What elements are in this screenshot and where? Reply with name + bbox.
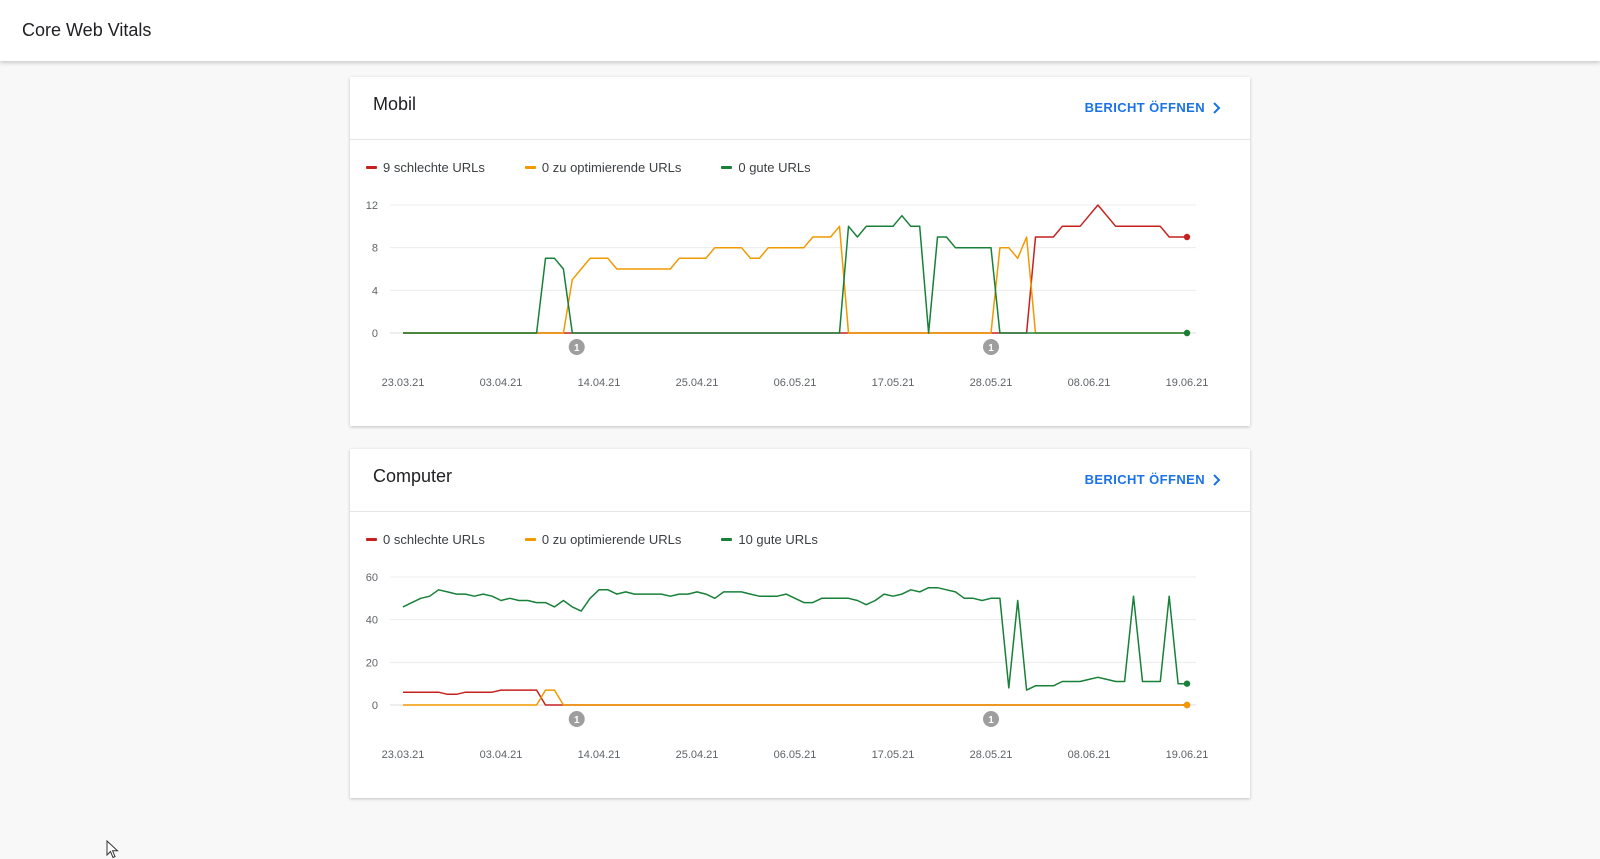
legend-improve[interactable]: 0 zu optimierende URLs <box>524 532 682 547</box>
x-tick-label: 03.04.21 <box>480 377 523 389</box>
computer-card-header: Computer BERICHT ÖFFNEN <box>350 449 1250 512</box>
annotation-label: 1 <box>988 715 994 726</box>
legend-poor-label: 9 schlechte URLs <box>383 160 485 175</box>
series-end-point-2 <box>1183 680 1191 687</box>
annotation-label: 1 <box>988 343 994 354</box>
x-tick-label: 19.06.21 <box>1166 377 1209 389</box>
mobile-chart-legend: 9 schlechte URLs 0 zu optimierende URLs … <box>366 160 851 175</box>
x-tick-label: 14.04.21 <box>578 377 621 389</box>
legend-good-swatch <box>721 166 733 169</box>
x-tick-label: 28.05.21 <box>970 377 1013 389</box>
legend-improve-label: 0 zu optimierende URLs <box>541 160 682 175</box>
legend-good[interactable]: 10 gute URLs <box>721 532 818 547</box>
mobile-card-header: Mobil BERICHT ÖFFNEN <box>350 77 1250 140</box>
series-line-0 <box>403 204 1187 334</box>
x-tick-label: 23.03.21 <box>382 377 425 389</box>
legend-good-label: 10 gute URLs <box>738 532 818 547</box>
mobile-open-report-link[interactable]: BERICHT ÖFFNEN <box>1085 100 1223 115</box>
chevron-right-icon <box>1213 101 1221 114</box>
computer-card: Computer BERICHT ÖFFNEN 0 schlechte URLs… <box>350 449 1250 798</box>
computer-open-report-label: BERICHT ÖFFNEN <box>1084 472 1205 487</box>
x-tick-label: 28.05.21 <box>970 749 1013 761</box>
annotation-label: 1 <box>574 715 580 726</box>
annotation-circle <box>568 711 585 727</box>
x-tick-label: 17.05.21 <box>872 377 915 389</box>
y-tick-label: 4 <box>372 285 378 297</box>
mobile-card: Mobil BERICHT ÖFFNEN 9 schlechte URLs 0 … <box>350 77 1250 426</box>
legend-poor[interactable]: 0 schlechte URLs <box>366 532 485 547</box>
x-tick-label: 23.03.21 <box>382 749 425 761</box>
x-tick-label: 03.04.21 <box>480 749 523 761</box>
series-end-point-1 <box>1183 701 1191 709</box>
computer-chart-legend: 0 schlechte URLs 0 zu optimierende URLs … <box>366 532 858 547</box>
y-tick-label: 12 <box>366 200 378 212</box>
y-tick-label: 0 <box>372 700 378 712</box>
annotation-circle <box>983 711 999 727</box>
series-line-2 <box>402 586 1187 691</box>
series-end-point-2 <box>1183 329 1191 337</box>
legend-good-label: 0 gute URLs <box>738 160 811 175</box>
app-title: Core Web Vitals <box>22 20 152 40</box>
legend-improve-label: 0 zu optimierende URLs <box>541 532 682 547</box>
series-line-2 <box>403 214 1187 334</box>
series-end-point-0 <box>1183 233 1191 241</box>
x-tick-label: 14.04.21 <box>578 749 621 761</box>
y-tick-label: 60 <box>366 572 378 584</box>
mobile-card-title: Mobil <box>373 94 417 114</box>
annotation-circle <box>983 339 999 355</box>
y-tick-label: 0 <box>372 328 378 340</box>
app-header: Core Web Vitals <box>0 0 1600 61</box>
legend-poor-swatch <box>366 538 377 541</box>
x-tick-label: 19.06.21 <box>1166 749 1209 761</box>
annotation-marker: 1 <box>568 711 585 727</box>
legend-improve-swatch <box>524 166 536 169</box>
y-tick-label: 8 <box>372 243 378 255</box>
computer-card-title: Computer <box>373 466 453 486</box>
annotation-marker: 1 <box>983 711 999 727</box>
x-tick-label: 17.05.21 <box>872 749 915 761</box>
y-tick-label: 20 <box>366 657 378 669</box>
series-line-1 <box>403 689 1187 706</box>
annotation-marker: 1 <box>983 339 999 355</box>
legend-improve-swatch <box>524 538 536 541</box>
x-tick-label: 08.06.21 <box>1068 377 1111 389</box>
x-tick-label: 25.04.21 <box>676 377 719 389</box>
x-tick-label: 08.06.21 <box>1068 749 1111 761</box>
legend-poor[interactable]: 9 schlechte URLs <box>366 160 485 175</box>
legend-good[interactable]: 0 gute URLs <box>721 160 811 175</box>
computer-line-chart: 0 20 40 60 23.03.21 03.04.21 14.04.21 25.04.21 0… <box>366 572 1209 761</box>
x-tick-label: 25.04.21 <box>676 749 719 761</box>
y-tick-label: 40 <box>366 615 378 627</box>
computer-open-report-link[interactable]: BERICHT ÖFFNEN <box>1085 472 1223 487</box>
mouse-cursor-icon <box>106 840 119 859</box>
chevron-right-icon <box>1213 473 1221 486</box>
legend-improve[interactable]: 0 zu optimierende URLs <box>524 160 682 175</box>
series-line-0 <box>403 689 1187 706</box>
annotation-marker: 1 <box>568 339 585 355</box>
annotation-label: 1 <box>574 343 580 354</box>
legend-good-swatch <box>721 538 733 541</box>
mobile-line-chart: 0 4 8 12 23.03.21 03.04.21 14.04.21 25.04.21 06.… <box>366 200 1209 389</box>
legend-poor-swatch <box>366 166 377 169</box>
x-tick-label: 06.05.21 <box>774 377 817 389</box>
mobile-open-report-label: BERICHT ÖFFNEN <box>1084 100 1205 115</box>
x-tick-label: 06.05.21 <box>774 749 817 761</box>
legend-poor-label: 0 schlechte URLs <box>383 532 485 547</box>
annotation-circle <box>568 339 585 355</box>
series-line-1 <box>403 225 1187 334</box>
